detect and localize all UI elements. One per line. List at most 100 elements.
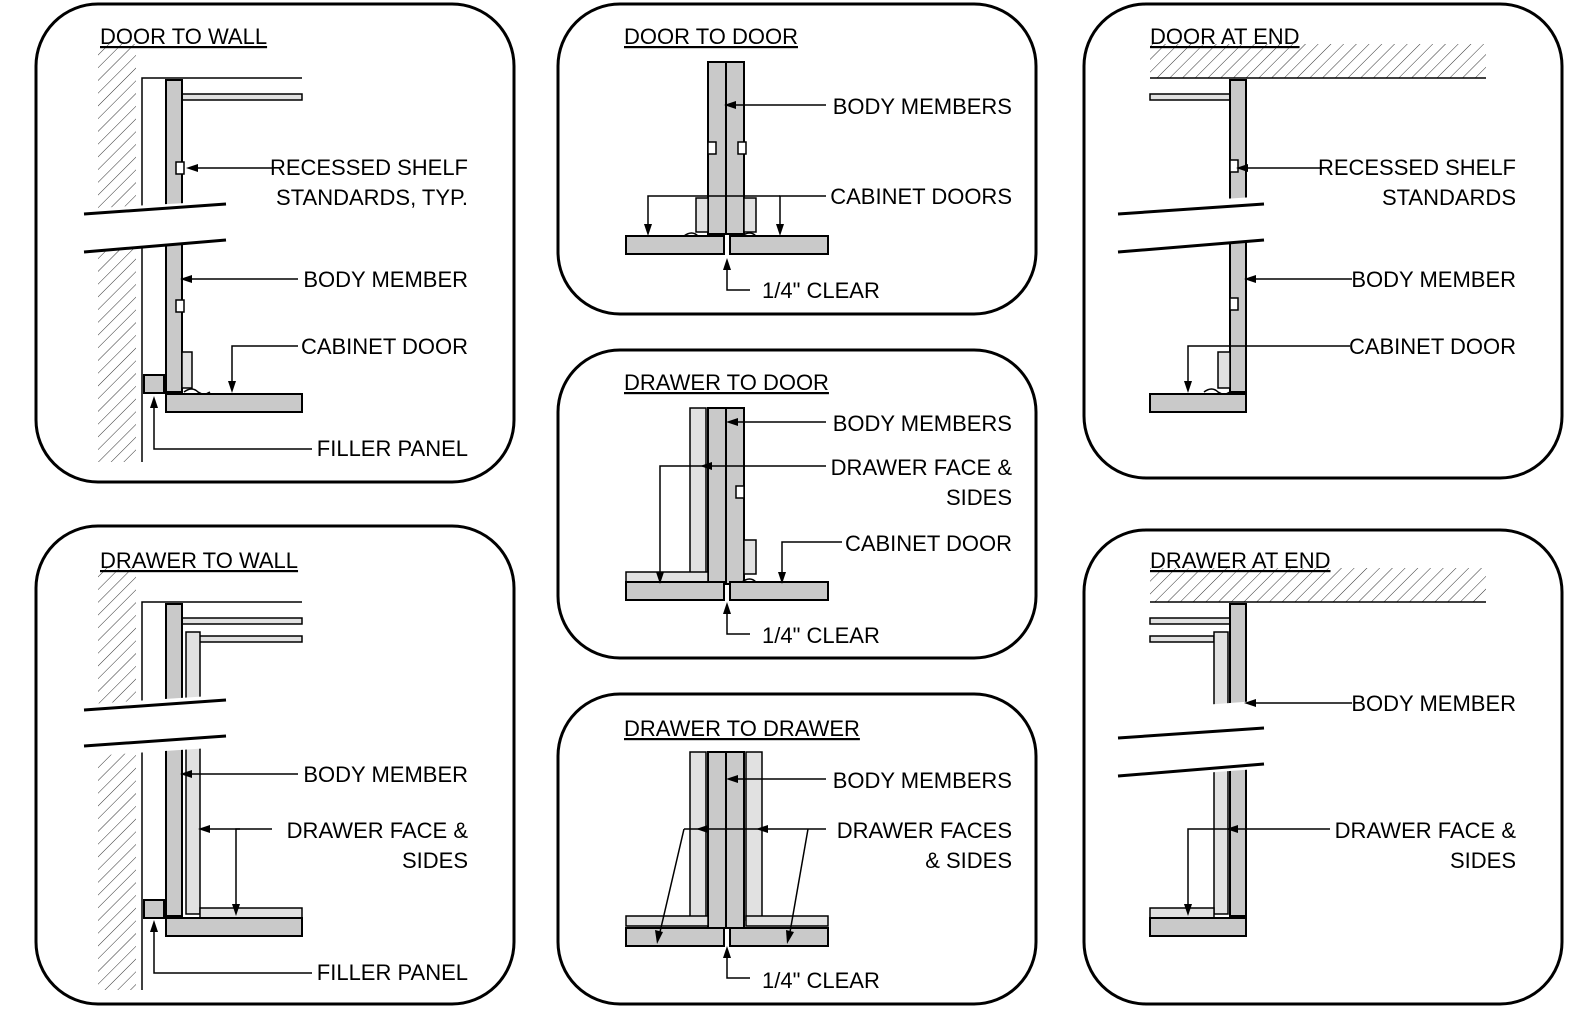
drawer-face [1149, 917, 1247, 937]
label-drawer-face: DRAWER FACE & [831, 455, 1013, 480]
hinge [743, 539, 757, 575]
body-member [707, 751, 727, 929]
wall-line [141, 601, 302, 990]
break-line [83, 698, 227, 712]
shelf-standard [1229, 159, 1239, 173]
cabinet-door [729, 581, 829, 601]
drawer-side [689, 407, 707, 577]
label-standards: STANDARDS [1382, 185, 1516, 210]
body-member [165, 603, 183, 917]
label-body-members: BODY MEMBERS [833, 94, 1012, 119]
panel-drawer-to-drawer: DRAWER TO DRAWER BODY MEMBERS DRAWER FAC… [556, 692, 1038, 1006]
shelf-standard [1229, 297, 1239, 311]
break-line [83, 734, 227, 748]
panel-title: DOOR TO WALL [100, 24, 267, 49]
label-recessed-shelf: RECESSED SHELF [270, 155, 468, 180]
cabinet-door [165, 393, 303, 413]
break-line [1117, 238, 1265, 254]
label-body-member: BODY MEMBER [1351, 691, 1516, 716]
drawer-face-left [625, 927, 725, 947]
drawer-top [1149, 635, 1215, 643]
panel-drawer-to-wall: DRAWER TO WALL BODY MEMBER DRAWER FACE &… [34, 524, 516, 1006]
shelf-standard [175, 299, 185, 313]
break-line [83, 202, 227, 216]
panel-title: DRAWER TO WALL [100, 548, 298, 573]
break-line [1117, 202, 1265, 216]
label-cabinet-door: CABINET DOOR [301, 334, 468, 359]
label-recessed-shelf: RECESSED SHELF [1318, 155, 1516, 180]
shelf-standard [737, 141, 747, 155]
label-clear: 1/4" CLEAR [762, 623, 880, 648]
break-line [83, 238, 227, 254]
label-filler-panel: FILLER PANEL [317, 960, 468, 985]
drawer-face-top-right [745, 915, 829, 927]
shelf-standard [735, 485, 745, 499]
label-cabinet-doors: CABINET DOORS [830, 184, 1012, 209]
drawer-face [625, 581, 725, 601]
label-filler-panel: FILLER PANEL [317, 436, 468, 461]
cabinet-door-right [729, 235, 829, 255]
shelf [181, 93, 303, 101]
panel-frame [556, 2, 1038, 316]
panel-title: DRAWER TO DRAWER [624, 716, 860, 741]
drawer-side-left [689, 751, 707, 921]
label-body-members: BODY MEMBERS [833, 411, 1012, 436]
drawer-side [1213, 631, 1229, 915]
filler-panel [143, 374, 165, 394]
panel-frame [1082, 2, 1564, 480]
label-drawer-faces: DRAWER FACES [837, 818, 1012, 843]
panel-title: DRAWER AT END [1150, 548, 1331, 573]
wall-hatch [1150, 44, 1486, 78]
panel-frame [34, 524, 516, 1006]
label-sides: SIDES [946, 485, 1012, 510]
panel-frame [34, 2, 516, 484]
hinge [181, 351, 193, 389]
panel-drawer-to-door: DRAWER TO DOOR BODY MEMBERS DRAWER FACE … [556, 348, 1038, 660]
shelf-standard [707, 141, 717, 155]
drawer-top [195, 635, 303, 643]
drawer-face-top [625, 571, 709, 583]
label-clear: 1/4" CLEAR [762, 968, 880, 993]
shelf [1149, 93, 1231, 101]
panel-door-at-end: DOOR AT END RECESSED SHELF STANDARDS BOD… [1082, 2, 1564, 480]
label-body-members: BODY MEMBERS [833, 768, 1012, 793]
hinge [1217, 351, 1231, 389]
hinge [743, 197, 757, 233]
cabinet-door-left [625, 235, 725, 255]
body-member [707, 407, 727, 585]
wall-hatch [1150, 568, 1486, 602]
drawer-face [165, 917, 303, 937]
shelf-standard [175, 161, 185, 175]
panel-title: DOOR AT END [1150, 24, 1300, 49]
panel-frame [1082, 528, 1564, 1006]
panel-title: DRAWER TO DOOR [624, 370, 829, 395]
panel-door-to-door: DOOR TO DOOR BODY MEMBERS CABINET DOORS … [556, 2, 1038, 316]
label-body-member: BODY MEMBER [1351, 267, 1516, 292]
label-sides: SIDES [1450, 848, 1516, 873]
shelf [1149, 617, 1231, 625]
break-line [1117, 726, 1265, 740]
drawer-face-right [729, 927, 829, 947]
drawer-face-top [199, 907, 303, 919]
shelf [181, 617, 303, 625]
drawer-face-top [1149, 907, 1215, 919]
break-line [1117, 762, 1265, 778]
cabinet-door [1149, 393, 1247, 413]
label-body-member: BODY MEMBER [303, 762, 468, 787]
label-body-member: BODY MEMBER [303, 267, 468, 292]
label-drawer-face: DRAWER FACE & [1335, 818, 1517, 843]
drawer-face-top-left [625, 915, 709, 927]
label-drawer-face: DRAWER FACE & [287, 818, 469, 843]
label-and-sides: & SIDES [925, 848, 1012, 873]
hinge [695, 197, 709, 233]
label-sides: SIDES [402, 848, 468, 873]
label-standards-typ: STANDARDS, TYP. [276, 185, 468, 210]
panel-title: DOOR TO DOOR [624, 24, 798, 49]
label-cabinet-door: CABINET DOOR [1349, 334, 1516, 359]
panel-door-to-wall: DOOR TO WALL RECESSED SHELF STANDARDS, T… [34, 2, 516, 484]
panel-drawer-at-end: DRAWER AT END BODY MEMBER DRAWER FACE & … [1082, 528, 1564, 1006]
filler-panel [143, 899, 165, 919]
drawer-side-right [745, 751, 763, 921]
label-cabinet-door: CABINET DOOR [845, 531, 1012, 556]
